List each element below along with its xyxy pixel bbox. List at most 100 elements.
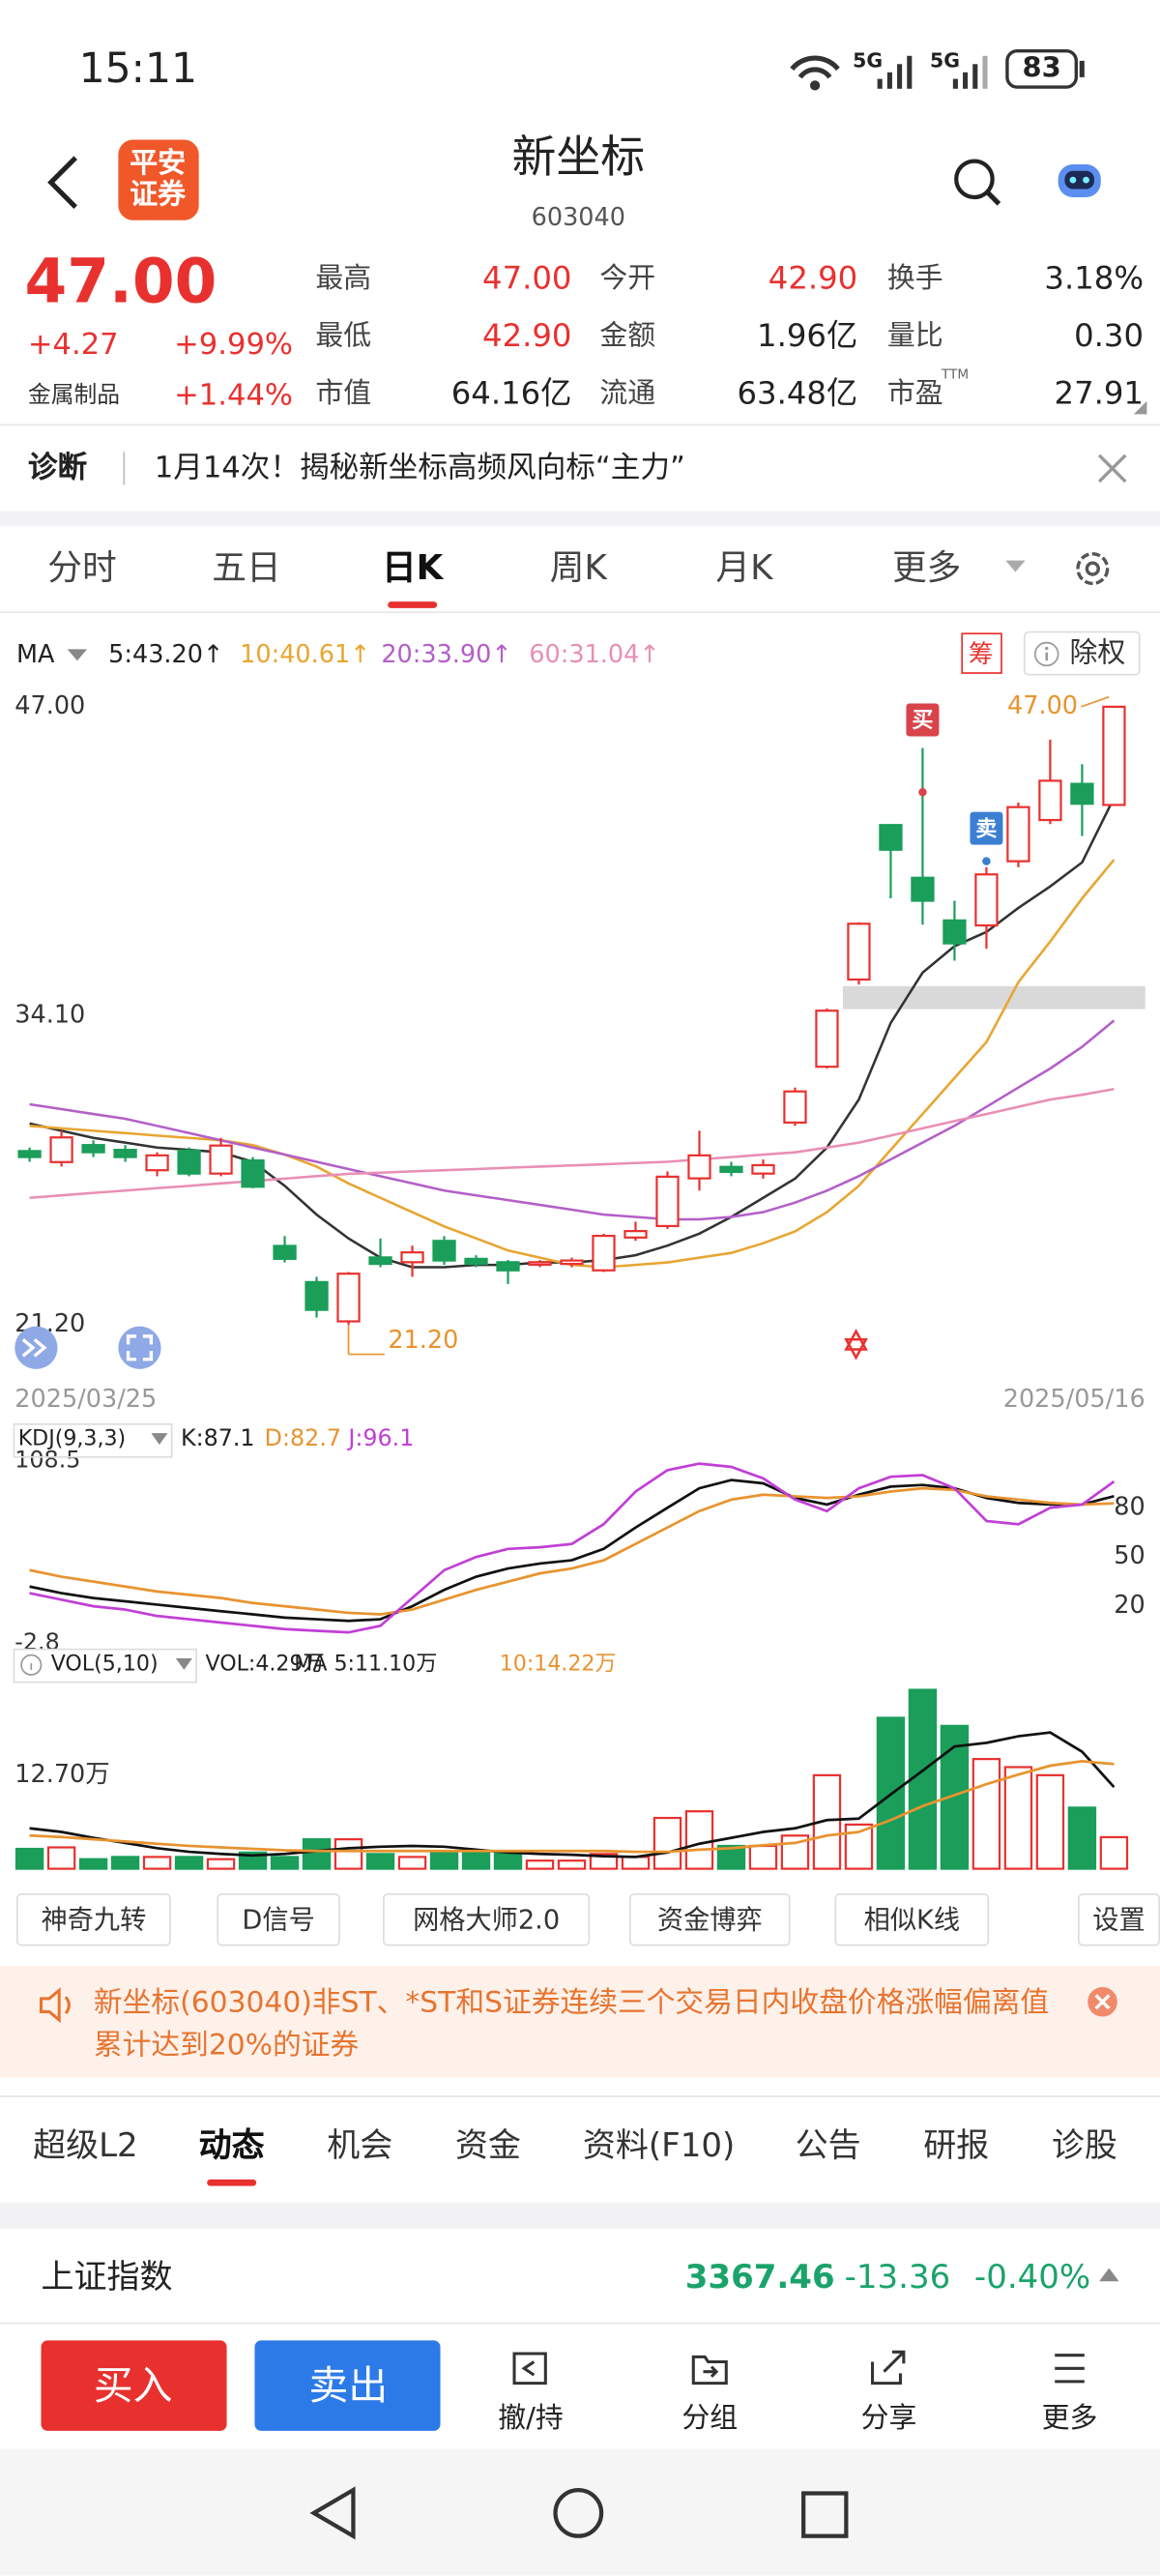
y-tick-label: 12.70万: [14, 1760, 109, 1789]
banner-text[interactable]: 1月14次！揭秘新坐标高频风向标“主力”: [154, 451, 685, 485]
adjust-button-box[interactable]: [1023, 630, 1141, 676]
chip-button-box[interactable]: [961, 632, 1002, 674]
notice-close[interactable]: [1087, 1985, 1119, 2018]
buy-button[interactable]: 买入: [93, 2362, 173, 2410]
info-tab[interactable]: 超级L2: [33, 2124, 138, 2165]
tab-underline: [388, 601, 438, 608]
kdj-arrow: [151, 1433, 168, 1446]
info-tab[interactable]: 机会: [327, 2124, 393, 2165]
stat-label: 市值: [315, 377, 372, 411]
period-tab[interactable]: 月K: [715, 547, 773, 588]
period-tab[interactable]: 日K: [381, 547, 444, 588]
stat-value: 63.48亿: [737, 375, 858, 412]
volume-bar: [684, 1810, 714, 1870]
action-icon[interactable]: [1048, 2347, 1090, 2389]
sell-button-bg[interactable]: [254, 2340, 441, 2431]
tool-button-box[interactable]: [1078, 1893, 1160, 1947]
index-value: 3367.46: [684, 2256, 835, 2297]
y2-tick-label: 80: [1114, 1492, 1145, 1521]
volume-bar: [174, 1856, 204, 1870]
volume-bar: [748, 1844, 778, 1870]
tool-button-box[interactable]: [834, 1893, 990, 1947]
vol-label[interactable]: VOL(5,10): [50, 1652, 159, 1678]
info-tab[interactable]: 研报: [923, 2124, 990, 2165]
y-tick-label: 34.10: [14, 1000, 85, 1029]
tool-button[interactable]: 资金博弈: [656, 1903, 763, 1936]
candle-body: [304, 1280, 329, 1311]
candle-body: [560, 1259, 584, 1266]
buy-button-bg[interactable]: [41, 2340, 227, 2431]
info-tab[interactable]: 资金: [454, 2124, 521, 2165]
info-icon: [1033, 641, 1059, 667]
info-tab[interactable]: 动态: [198, 2124, 265, 2165]
candle-body: [1102, 705, 1126, 806]
price-change-pct: +9.99%: [174, 327, 294, 363]
info-tab[interactable]: 资料(F10): [582, 2124, 736, 2165]
kdj-selector[interactable]: [13, 1422, 173, 1458]
stock-name: 新坐标: [511, 132, 646, 185]
y-tick-label: -2.8: [14, 1628, 59, 1655]
tool-button-box[interactable]: [217, 1893, 340, 1947]
tool-button[interactable]: 相似K线: [863, 1903, 961, 1936]
adjust-button[interactable]: 除权: [1069, 637, 1126, 671]
nav-back[interactable]: [305, 2485, 362, 2541]
tool-button[interactable]: 网格大师2.0: [413, 1903, 561, 1936]
candle-body: [81, 1144, 105, 1154]
volume-bar: [525, 1859, 555, 1870]
action-label[interactable]: 分享: [860, 2402, 917, 2436]
stat-value: 42.90: [482, 318, 572, 355]
vol-selector[interactable]: [13, 1648, 197, 1683]
index-change: -13.36: [844, 2256, 951, 2297]
info-tab[interactable]: 公告: [795, 2124, 861, 2165]
last-price: 47.00: [24, 246, 218, 317]
kdj-line: [29, 1486, 1115, 1616]
candle-body: [942, 919, 967, 945]
volume-bar: [652, 1816, 682, 1870]
period-tab[interactable]: 周K: [549, 547, 607, 588]
period-tab[interactable]: 更多: [891, 547, 962, 588]
banner-close[interactable]: [1094, 451, 1130, 486]
period-tab[interactable]: 分时: [47, 547, 117, 588]
info-tab[interactable]: 诊股: [1051, 2124, 1117, 2165]
ma-arrow[interactable]: [66, 648, 89, 664]
action-label[interactable]: 分组: [682, 2402, 739, 2436]
sell-button[interactable]: 卖出: [308, 2362, 389, 2410]
volume-bar: [557, 1859, 587, 1870]
stat-value: 42.90: [768, 260, 858, 297]
assistant-button[interactable]: [1052, 155, 1108, 207]
tool-button-box[interactable]: [383, 1893, 591, 1947]
divider: [0, 611, 1160, 613]
pressure-zone: [842, 985, 1146, 1010]
action-icon[interactable]: [867, 2347, 910, 2389]
volume-bar: [302, 1838, 332, 1870]
action-icon[interactable]: [688, 2347, 731, 2389]
kdj-label[interactable]: KDJ(9,3,3): [17, 1426, 127, 1452]
settings-button[interactable]: [1071, 547, 1114, 590]
action-label[interactable]: 更多: [1041, 2402, 1098, 2436]
battery-tip: [1079, 60, 1085, 77]
candle-body: [911, 876, 935, 902]
tool-button[interactable]: 设置: [1092, 1903, 1146, 1936]
search-button[interactable]: [949, 155, 1005, 211]
divider: [0, 2322, 1160, 2325]
nav-recent[interactable]: [798, 2488, 851, 2540]
period-tab[interactable]: 五日: [212, 547, 281, 588]
tool-button[interactable]: 神奇九转: [41, 1903, 147, 1936]
volume-bar: [110, 1856, 140, 1870]
tool-button[interactable]: D信号: [242, 1903, 315, 1936]
nav-home[interactable]: [550, 2485, 606, 2541]
chip-button[interactable]: 筹: [968, 639, 994, 669]
volume-bar: [429, 1851, 459, 1870]
speaker-icon: [39, 1987, 71, 2024]
tool-button-box[interactable]: [628, 1893, 791, 1947]
action-icon[interactable]: [509, 2347, 552, 2389]
chart-tool: [14, 1326, 58, 1369]
candle-body: [751, 1163, 775, 1175]
back-button[interactable]: [43, 155, 82, 211]
action-label[interactable]: 撤/持: [498, 2402, 564, 2436]
stat-label: 最高: [315, 262, 372, 296]
expand-arrow[interactable]: [1097, 2267, 1120, 2283]
tool-button-box[interactable]: [15, 1893, 171, 1947]
volume-bar: [716, 1844, 746, 1870]
signal-box: [906, 703, 940, 737]
